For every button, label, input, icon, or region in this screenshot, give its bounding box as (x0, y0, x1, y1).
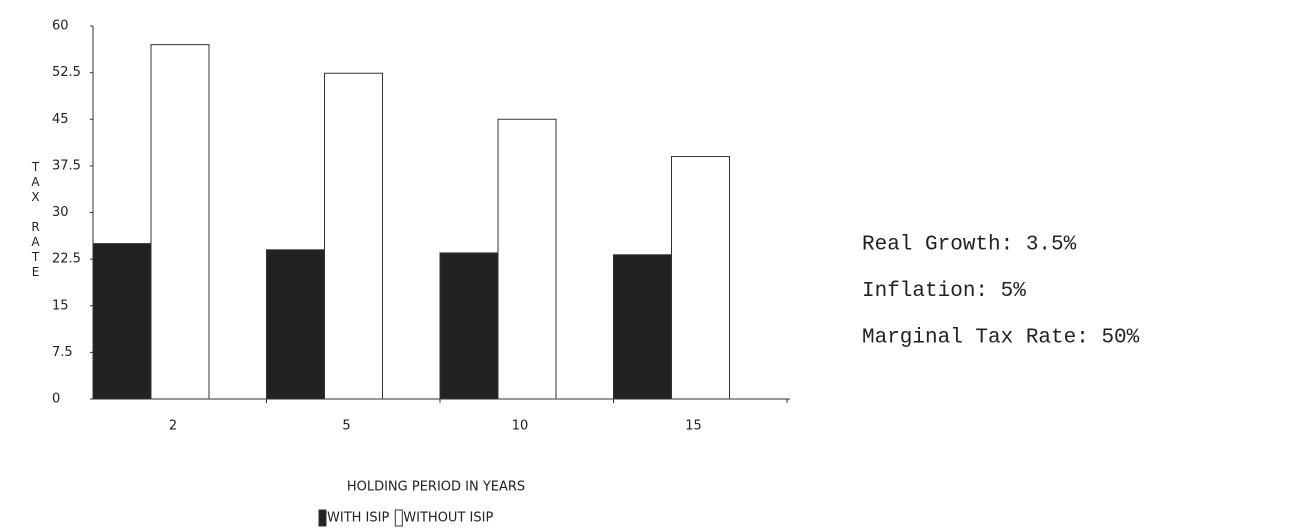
y-tick-label: 22.5 (52, 252, 81, 267)
bar (266, 249, 325, 400)
y-tick-label: 45 (52, 112, 69, 127)
x-axis-label: HOLDING PERIOD IN YEARS (347, 480, 525, 495)
x-tick-label: 5 (342, 419, 350, 434)
y-tick-label: 37.5 (52, 158, 81, 173)
legend-swatch (318, 509, 327, 527)
bar (150, 44, 210, 400)
legend-label: WITHOUT ISIP (403, 511, 493, 526)
annotation: Inflation: 5% (862, 280, 1026, 303)
bar (324, 72, 383, 400)
y-tick-label: 60 (52, 19, 69, 34)
x-tick-label: 10 (512, 419, 529, 434)
y-tick-label: 0 (52, 392, 60, 407)
bar (671, 156, 730, 400)
annotation: Real Growth: 3.5% (862, 234, 1077, 257)
y-axis-label: TAX RATE (29, 160, 43, 280)
y-tick-label: 15 (52, 298, 69, 313)
legend-label: WITH ISIP (327, 511, 389, 526)
bar (497, 118, 557, 400)
bar (613, 254, 672, 400)
y-tick-label: 7.5 (52, 345, 73, 360)
x-tick-label: 15 (685, 419, 702, 434)
annotation: Marginal Tax Rate: 50% (862, 327, 1140, 350)
y-tick-label: 52.5 (52, 65, 81, 80)
legend-swatch (394, 509, 403, 527)
bar (439, 252, 499, 400)
y-tick-label: 30 (52, 205, 69, 220)
x-tick-label: 2 (169, 419, 177, 434)
bar (92, 243, 152, 400)
